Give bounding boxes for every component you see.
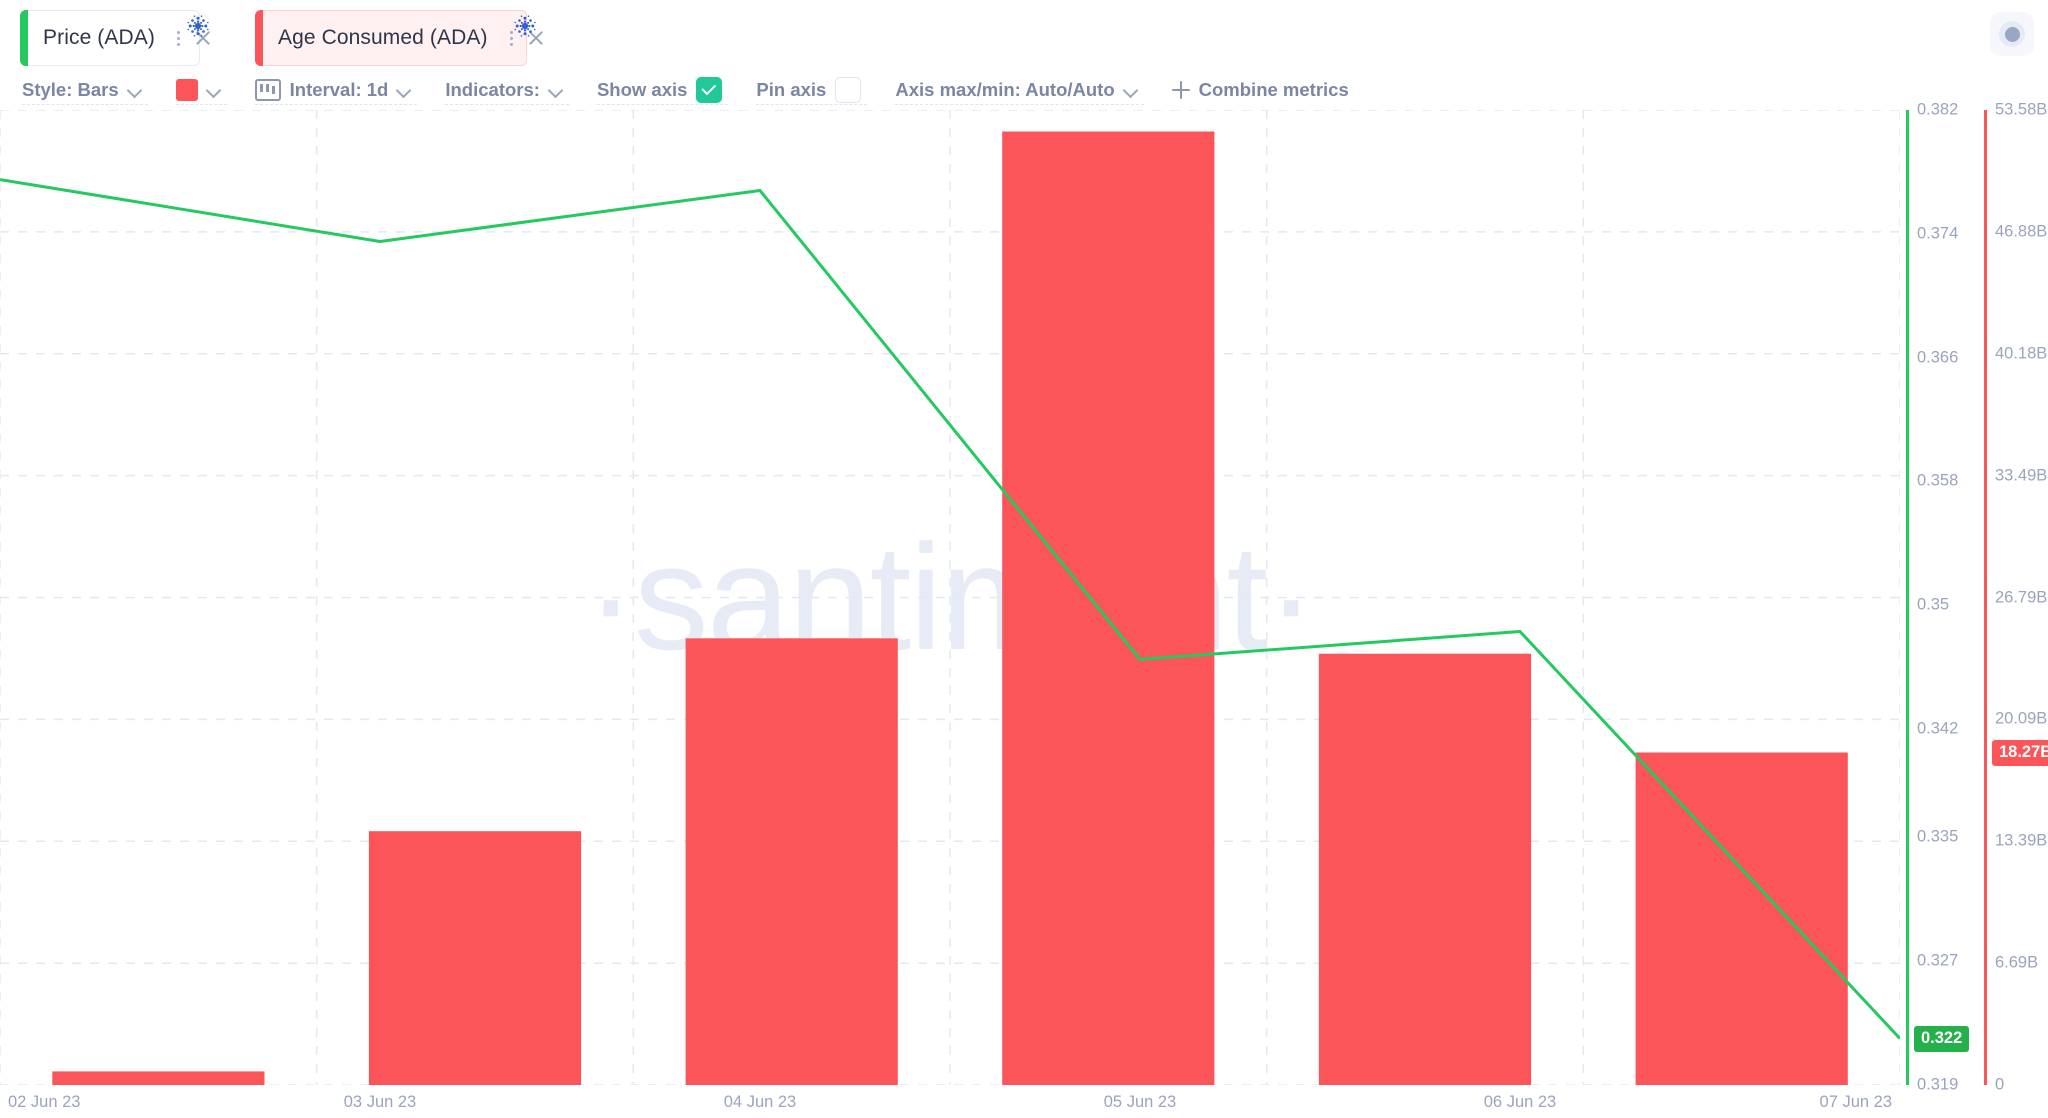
bar (685, 638, 898, 1085)
date-tick-label: 03 Jun 23 (343, 1093, 417, 1111)
bar (1002, 131, 1215, 1085)
color-selector[interactable] (175, 75, 227, 105)
axis-tick-label: 0.358 (1917, 471, 1959, 490)
interval-label: Interval: 1d (289, 78, 389, 100)
chevron-down-icon (1124, 83, 1138, 97)
tab-menu-icon[interactable] (509, 27, 513, 49)
current-value-badge: 18.27B (1992, 739, 2048, 766)
plus-icon (1171, 81, 1190, 99)
tab-menu-icon[interactable] (176, 27, 180, 49)
tab-label: Price (ADA) (43, 26, 155, 49)
record-circle-icon[interactable] (1990, 12, 2034, 56)
axis-tick-label: 20.09B (1995, 709, 2048, 728)
show-axis-toggle[interactable]: Show axis (596, 75, 729, 105)
axis-maxmin-label: Axis max/min: Auto/Auto (895, 78, 1115, 100)
axis-tick-label: 0.335 (1917, 827, 1959, 846)
chevron-down-icon (397, 83, 411, 97)
bar (368, 831, 582, 1085)
axis-tick-label: 0 (1995, 1075, 2005, 1094)
axis-tick-label: 26.79B (1995, 588, 2048, 606)
axis-tick-label: 0.366 (1917, 348, 1959, 367)
chevron-down-icon (207, 83, 221, 97)
tab-price-ada[interactable]: Price (ADA) (20, 10, 209, 66)
chevron-down-icon (128, 83, 142, 97)
color-swatch (175, 78, 198, 101)
axis-maxmin-selector[interactable]: Axis max/min: Auto/Auto (895, 75, 1144, 105)
plot-region[interactable]: ·santiment· (0, 110, 1900, 1085)
metric-tab-bar: Price (ADA) (0, 0, 2048, 68)
date-tick-label: 06 Jun 23 (1483, 1093, 1557, 1111)
bar (52, 1071, 265, 1085)
style-label: Style: Bars (22, 78, 119, 100)
axis-tick-label: 13.39B (1995, 831, 2048, 850)
date-tick-label: 07 Jun 23 (1819, 1093, 1892, 1111)
tab-accent-bar (20, 10, 28, 66)
pin-axis-toggle[interactable]: Pin axis (756, 75, 868, 105)
pin-axis-checkbox[interactable] (835, 76, 862, 103)
price-line (0, 178, 1900, 1040)
date-tick-label: 04 Jun 23 (723, 1093, 797, 1111)
tab-age-consumed-ada[interactable]: Age Consumed (ADA) (255, 10, 536, 66)
axis-tick-label: 6.69B (1995, 953, 2039, 972)
axis-tick-label: 0.319 (1917, 1075, 1959, 1094)
axis-tick-label: 46.88B (1995, 222, 2048, 241)
chart-toolbar: Style: Bars Interval: 1d Indicators: Sho… (0, 72, 2048, 108)
age-consumed-axis-line (1984, 110, 1987, 1085)
bar-chart-icon (254, 78, 281, 101)
date-tick-label: 02 Jun 23 (8, 1093, 81, 1111)
chart-area[interactable]: ·santiment· 0.382 0.374 0.366 0.358 0.35 0.34… (0, 101, 2048, 1118)
chevron-down-icon (549, 83, 563, 97)
record-dot (2004, 26, 2020, 42)
tab-label: Age Consumed (ADA) (278, 26, 488, 49)
axis-tick-label: 33.49B (1995, 466, 2048, 485)
interval-selector[interactable]: Interval: 1d (254, 75, 418, 105)
show-axis-label: Show axis (596, 78, 688, 100)
chart-gridlines (0, 110, 1900, 1085)
axis-tick-label: 53.58B (1995, 100, 2048, 119)
axis-tick-label: 0.35 (1917, 595, 1950, 614)
cardano-logo-icon (187, 15, 209, 37)
tab-accent-bar (255, 10, 263, 66)
axis-tick-label: 40.18B (1995, 344, 2048, 363)
bar (1635, 752, 1848, 1085)
price-axis-line (1906, 110, 1909, 1085)
pin-axis-label: Pin axis (756, 78, 827, 100)
date-tick-label: 05 Jun 23 (1103, 1093, 1177, 1111)
combine-metrics-button[interactable]: Combine metrics (1171, 75, 1355, 105)
record-ring (1999, 21, 2025, 47)
show-axis-checkbox[interactable] (696, 76, 723, 103)
axis-tick-label: 0.382 (1917, 100, 1959, 119)
bar (1318, 653, 1532, 1085)
axis-tick-label: 0.342 (1917, 719, 1959, 738)
indicators-label: Indicators: (445, 78, 540, 100)
indicators-selector[interactable]: Indicators: (445, 75, 569, 105)
style-selector[interactable]: Style: Bars (22, 75, 148, 105)
axis-tick-label: 0.327 (1917, 951, 1959, 970)
current-value-badge: 0.322 (1914, 1025, 1970, 1052)
cardano-logo-icon (514, 15, 536, 37)
combine-metrics-label: Combine metrics (1198, 79, 1349, 100)
axis-tick-label: 0.374 (1917, 224, 1959, 243)
price-axis[interactable]: 0.382 0.374 0.366 0.358 0.35 0.342 0.335 0.327 0… (1906, 101, 1986, 1094)
age-consumed-axis[interactable]: 53.58B 46.88B 40.18B 33.49B 26.79B 20.09B 13.3… (1984, 101, 2048, 1094)
chart-series (0, 131, 1900, 1085)
date-axis[interactable]: 02 Jun 23 03 Jun 23 04 Jun 23 05 Jun 23 06 J… (0, 1085, 1900, 1118)
